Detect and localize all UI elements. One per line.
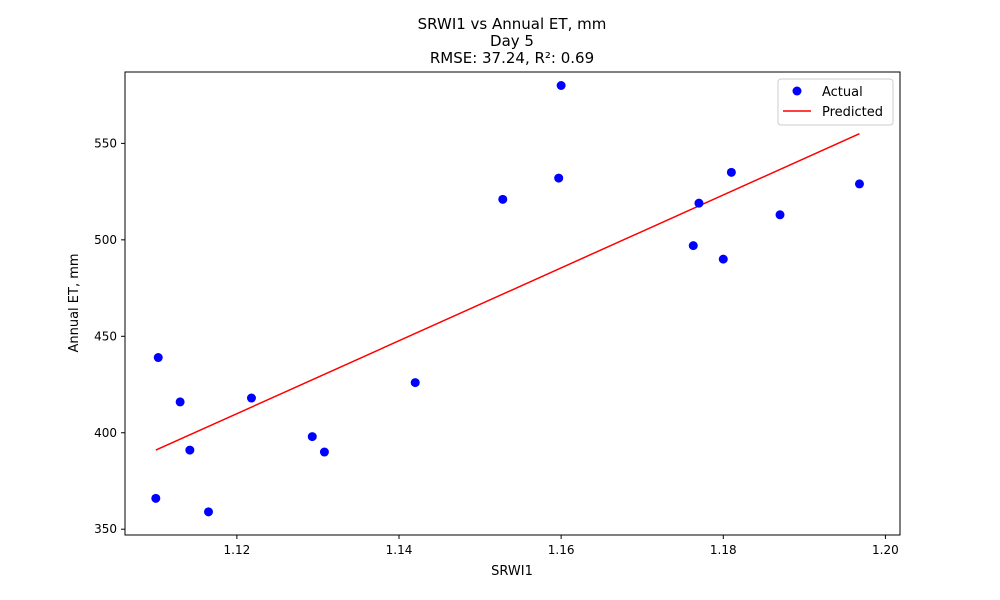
- actual-point: [307, 432, 317, 442]
- predicted-line: [155, 133, 860, 451]
- title-line-2: Day 5: [490, 32, 534, 50]
- y-axis-ticks: 350 400 450 500 550: [94, 136, 125, 536]
- title-line-1: SRWI1 vs Annual ET, mm: [418, 15, 607, 33]
- actual-point: [498, 194, 508, 204]
- plot-marks: [151, 81, 864, 517]
- actual-point: [688, 241, 698, 251]
- actual-point: [775, 210, 785, 220]
- actual-point: [554, 173, 564, 183]
- legend-actual-label: Actual: [822, 85, 863, 100]
- actual-point: [319, 447, 329, 457]
- actual-point: [153, 353, 163, 363]
- legend: Actual Predicted: [777, 78, 894, 126]
- title-line-3: RMSE: 37.24, R²: 0.69: [430, 49, 594, 67]
- actual-point: [854, 179, 864, 189]
- actual-point: [410, 378, 420, 388]
- legend-predicted-label: Predicted: [822, 105, 883, 120]
- actual-point: [246, 393, 256, 403]
- x-axis-ticks: 1.12 1.14 1.16 1.18 1.20: [224, 535, 899, 557]
- y-tick-label: 500: [94, 233, 117, 247]
- actual-point: [556, 81, 566, 91]
- x-axis-label: SRWI1: [491, 564, 533, 579]
- actual-point: [151, 493, 161, 503]
- actual-point: [185, 445, 195, 455]
- y-axis-label: Annual ET, mm: [67, 253, 82, 352]
- y-tick-label: 400: [94, 426, 117, 440]
- plot-frame: [124, 71, 901, 536]
- actual-point: [175, 397, 185, 407]
- x-tick-label: 1.12: [224, 543, 251, 557]
- legend-actual-marker: [792, 86, 802, 96]
- x-tick-label: 1.16: [548, 543, 575, 557]
- x-tick-label: 1.18: [710, 543, 737, 557]
- legend-box: [777, 78, 894, 126]
- y-tick-label: 350: [94, 522, 117, 536]
- actual-point: [726, 167, 736, 177]
- actual-point: [694, 198, 704, 208]
- y-tick-label: 450: [94, 329, 117, 343]
- x-tick-label: 1.14: [386, 543, 413, 557]
- chart-title: SRWI1 vs Annual ET, mm Day 5 RMSE: 37.24…: [418, 15, 607, 67]
- actual-point: [203, 507, 213, 517]
- y-tick-label: 550: [94, 136, 117, 150]
- actual-point: [718, 254, 728, 264]
- x-tick-label: 1.20: [872, 543, 899, 557]
